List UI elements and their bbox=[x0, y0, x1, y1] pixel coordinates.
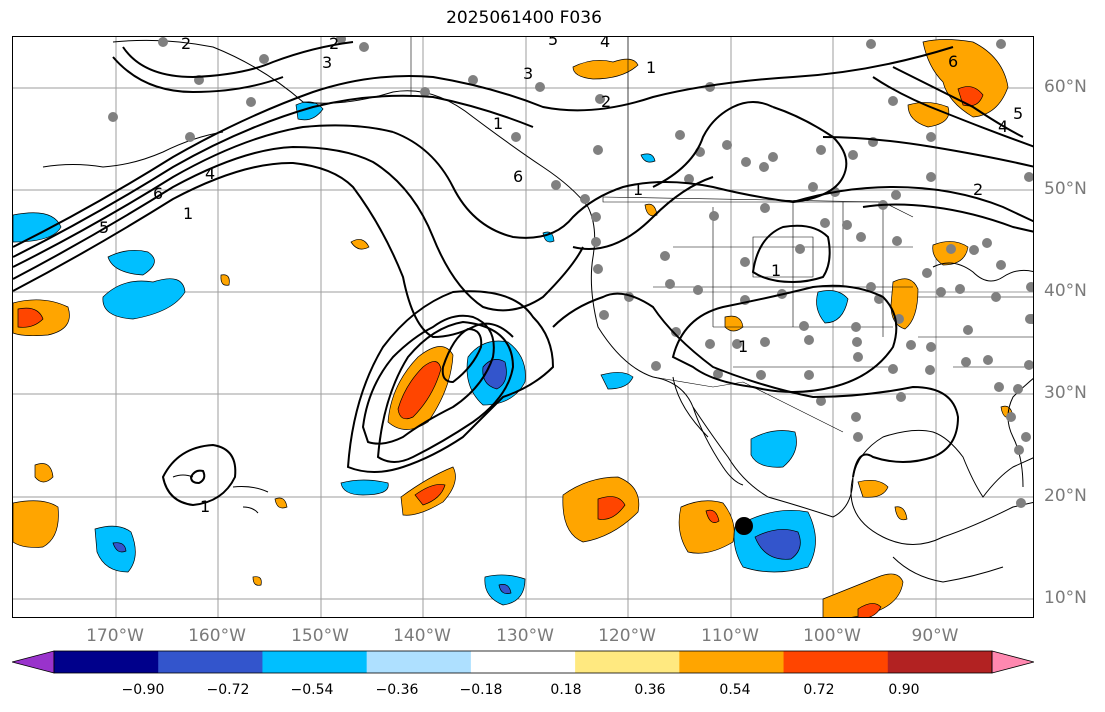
contour-label: 1 bbox=[493, 114, 503, 133]
colorbar-extend-low bbox=[12, 650, 55, 674]
colorbar-segment bbox=[470, 651, 576, 673]
contour-label: 1 bbox=[633, 180, 643, 199]
colorbar-frame bbox=[53, 650, 993, 674]
map-title: 2025061400 F036 bbox=[446, 8, 602, 28]
contour-label: 1 bbox=[771, 261, 781, 280]
lat-label: 20°N bbox=[1044, 486, 1087, 506]
map-canvas: 2 5 4 3 1 2 3 2 6 1 6 4 1 5 1 1 1 1 6 4 … bbox=[13, 37, 1033, 617]
lon-label: 140°W bbox=[393, 626, 451, 646]
contour-label: 4 bbox=[998, 117, 1008, 136]
contour-label: 2 bbox=[973, 180, 983, 199]
colorbar-segment bbox=[679, 651, 785, 673]
lat-label: 10°N bbox=[1044, 588, 1087, 608]
contour-label: 2 bbox=[181, 37, 191, 53]
colorbar-tick: −0.72 bbox=[206, 682, 250, 698]
map-panel: 2 5 4 3 1 2 3 2 6 1 6 4 1 5 1 1 1 1 6 4 … bbox=[12, 36, 1034, 618]
colorbar bbox=[12, 650, 1034, 674]
colorbar-tick: 0.36 bbox=[634, 682, 666, 698]
lon-label: 130°W bbox=[496, 626, 554, 646]
colorbar-tick: 0.18 bbox=[550, 682, 582, 698]
colorbar-segment bbox=[158, 651, 263, 673]
storm-center-marker bbox=[735, 517, 753, 535]
colorbar-tick: 0.90 bbox=[888, 682, 920, 698]
colorbar-segment bbox=[887, 651, 993, 673]
contour-label: 1 bbox=[200, 497, 210, 516]
contour-label: 3 bbox=[322, 53, 332, 72]
station-dots bbox=[108, 37, 1033, 508]
colorbar-segment bbox=[54, 651, 159, 673]
colorbar-segment bbox=[366, 651, 472, 673]
lat-label: 60°N bbox=[1044, 77, 1087, 97]
contour-label: 4 bbox=[205, 164, 215, 183]
colorbar-segment bbox=[575, 651, 680, 673]
colorbar-tick: 0.72 bbox=[803, 682, 835, 698]
shaded-anomalies bbox=[13, 39, 1014, 617]
contour-label: 6 bbox=[513, 167, 523, 186]
colorbar-tick: −0.54 bbox=[290, 682, 334, 698]
contour-label: 6 bbox=[948, 52, 958, 71]
contour-lines bbox=[13, 41, 1033, 507]
contour-label: 6 bbox=[153, 184, 163, 203]
coastlines bbox=[42, 39, 1033, 583]
colorbar-extend-high bbox=[991, 650, 1034, 674]
contour-label: 1 bbox=[646, 58, 656, 77]
lat-label: 50°N bbox=[1044, 179, 1087, 199]
lat-label: 40°N bbox=[1044, 281, 1087, 301]
lon-label: 110°W bbox=[701, 626, 759, 646]
contour-label: 1 bbox=[183, 204, 193, 223]
lon-label: 170°W bbox=[86, 626, 144, 646]
colorbar-tick: 0.54 bbox=[719, 682, 751, 698]
colorbar-tick: −0.18 bbox=[459, 682, 503, 698]
contour-label: 1 bbox=[738, 337, 748, 356]
contour-label: 5 bbox=[548, 37, 558, 49]
lon-label: 120°W bbox=[598, 626, 656, 646]
lon-label: 90°W bbox=[911, 626, 959, 646]
contour-label: 5 bbox=[99, 218, 109, 237]
contour-label: 2 bbox=[601, 92, 611, 111]
colorbar-tick: −0.36 bbox=[375, 682, 419, 698]
colorbar-segment bbox=[262, 651, 368, 673]
contour-label: 3 bbox=[523, 64, 533, 83]
contour-label: 4 bbox=[600, 37, 610, 51]
contour-label: 5 bbox=[1013, 104, 1023, 123]
lon-label: 100°W bbox=[803, 626, 861, 646]
lon-label: 160°W bbox=[188, 626, 246, 646]
contour-label: 2 bbox=[329, 37, 339, 53]
borders bbox=[410, 37, 1033, 433]
lat-label: 30°N bbox=[1044, 383, 1087, 403]
lon-label: 150°W bbox=[291, 626, 349, 646]
colorbar-tick: −0.90 bbox=[121, 682, 165, 698]
colorbar-segment bbox=[783, 651, 889, 673]
contour-labels: 2 5 4 3 1 2 3 2 6 1 6 4 1 5 1 1 1 1 6 4 … bbox=[99, 37, 1023, 516]
